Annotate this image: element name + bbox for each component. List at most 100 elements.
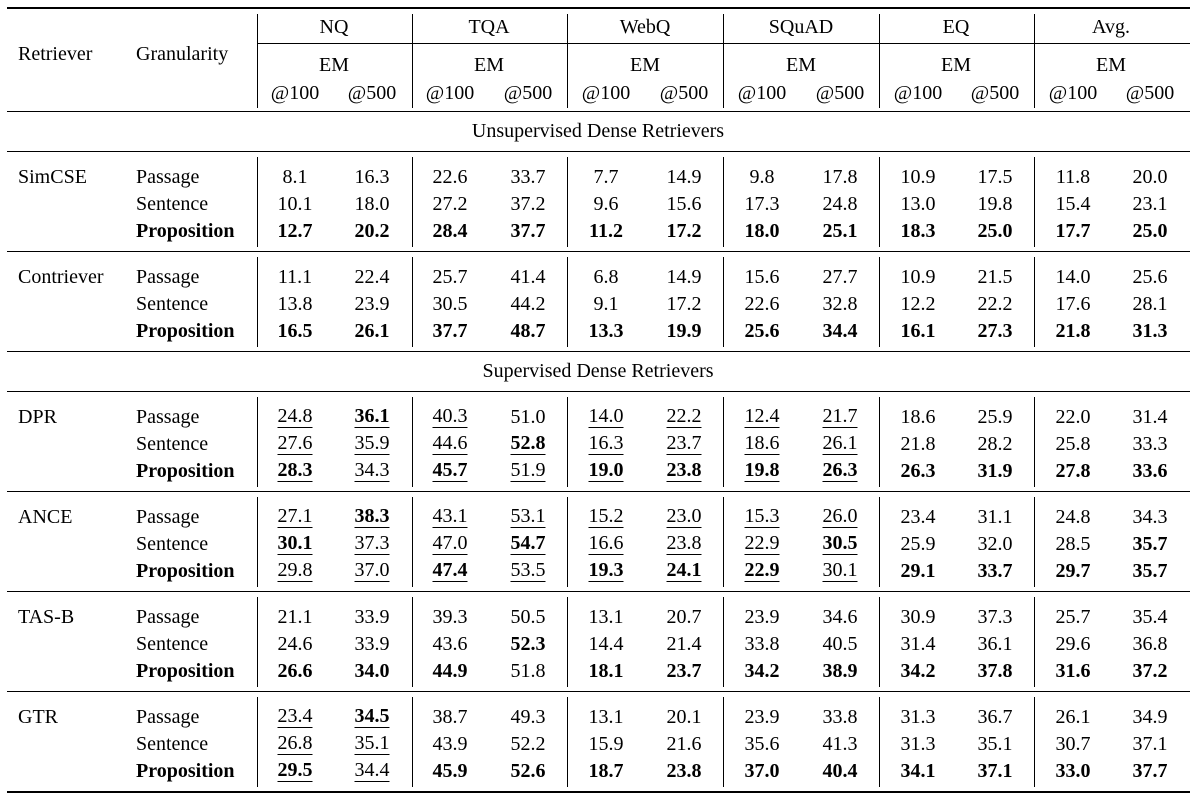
header-k: @100 [425,82,475,104]
table-cell: 37.7 [510,220,546,242]
table-cell: 37.7 [1132,760,1168,782]
table-cell: 22.9 [744,532,780,555]
table-cell: 37.2 [510,193,546,215]
table-cell: 19.0 [588,459,624,482]
table-cell: 15.2 [588,505,624,528]
granularity-label: Proposition [136,560,235,582]
header-metric: EM [1096,54,1126,76]
table-cell: 36.1 [977,633,1013,655]
table-cell: 15.6 [666,193,702,215]
table-cell: 24.1 [666,559,702,582]
table-cell: 14.0 [1055,266,1091,288]
table-cell: 35.1 [977,733,1013,755]
table-cell: 26.1 [1055,706,1091,728]
table-cell: 44.2 [510,293,546,315]
table-cell: 51.0 [510,406,546,428]
table-cell: 17.5 [977,166,1013,188]
header-rule [724,43,879,44]
table-cell: 16.3 [588,432,624,455]
table-cell: 19.8 [977,193,1013,215]
table-cell: 23.4 [900,506,936,528]
table-cell: 25.7 [1055,606,1091,628]
table-cell: 34.0 [354,660,390,682]
column-divider [567,697,568,787]
table-cell: 31.4 [900,633,936,655]
granularity-label: Sentence [136,433,209,455]
header-metric: EM [786,54,816,76]
header-k: @100 [270,82,320,104]
table-cell: 34.3 [354,459,390,482]
header-metric: EM [319,54,349,76]
table-cell: 15.4 [1055,193,1091,215]
header-k: @500 [970,82,1020,104]
table-cell: 36.1 [354,405,390,428]
results-table: Retriever Granularity NQ EM @100 @500 TQA EM @10… [7,7,1190,793]
table-cell: 23.1 [1132,193,1168,215]
table-cell: 32.0 [977,533,1013,555]
table-cell: 51.9 [510,459,546,482]
group-rule [7,351,1190,352]
granularity-label: Proposition [136,760,235,782]
table-cell: 37.7 [432,320,468,342]
table-cell: 26.3 [900,460,936,482]
table-cell: 9.1 [593,293,619,315]
table-cell: 18.3 [900,220,936,242]
table-cell: 33.8 [822,706,858,728]
table-cell: 40.3 [432,405,468,428]
table-cell: 13.3 [588,320,624,342]
table-cell: 28.2 [977,433,1013,455]
table-cell: 21.8 [1055,320,1091,342]
table-cell: 30.9 [900,606,936,628]
table-cell: 33.6 [1132,460,1168,482]
table-cell: 35.1 [354,732,390,755]
table-cell: 14.9 [666,166,702,188]
retriever-name: Contriever [18,266,104,288]
column-divider [879,157,880,247]
column-divider [412,14,413,108]
table-cell: 35.7 [1132,560,1168,582]
table-cell: 33.9 [354,606,390,628]
table-cell: 38.3 [354,505,390,528]
column-divider [1034,157,1035,247]
retriever-name: SimCSE [18,166,87,188]
table-cell: 48.7 [510,320,546,342]
table-cell: 19.3 [588,559,624,582]
table-cell: 15.6 [744,266,780,288]
table-cell: 31.1 [977,506,1013,528]
table-cell: 37.3 [977,606,1013,628]
table-cell: 33.8 [744,633,780,655]
table-cell: 25.0 [1132,220,1168,242]
table-cell: 37.1 [1132,733,1168,755]
table-cell: 22.4 [354,266,390,288]
granularity-label: Proposition [136,220,235,242]
table-cell: 25.8 [1055,433,1091,455]
table-cell: 9.8 [749,166,775,188]
table-cell: 32.8 [822,293,858,315]
table-cell: 31.3 [1132,320,1168,342]
header-rule [413,43,567,44]
table-cell: 11.1 [277,266,313,288]
header-dataset-nq: NQ [319,16,349,38]
table-cell: 12.7 [277,220,313,242]
table-cell: 23.9 [354,293,390,315]
header-bottom-rule [7,111,1190,113]
column-divider [257,697,258,787]
table-cell: 28.3 [277,459,313,482]
table-cell: 52.3 [510,633,546,655]
table-cell: 21.1 [277,606,313,628]
table-cell: 14.9 [666,266,702,288]
table-cell: 36.8 [1132,633,1168,655]
table-cell: 26.0 [822,505,858,528]
column-divider [723,257,724,347]
granularity-label: Sentence [136,733,209,755]
table-cell: 40.4 [822,760,858,782]
section-title: Unsupervised Dense Retrievers [471,120,725,142]
table-cell: 13.1 [588,606,624,628]
header-granularity: Granularity [136,43,229,65]
table-cell: 29.8 [277,559,313,582]
table-cell: 35.9 [354,432,390,455]
table-cell: 28.4 [432,220,468,242]
header-k: @500 [503,82,553,104]
table-cell: 30.5 [432,293,468,315]
table-cell: 27.8 [1055,460,1091,482]
